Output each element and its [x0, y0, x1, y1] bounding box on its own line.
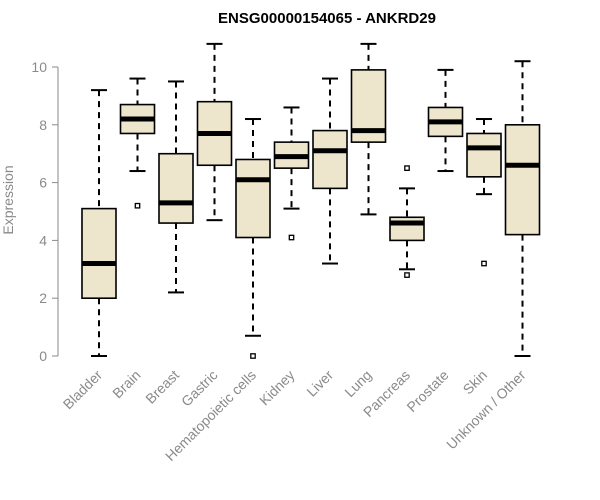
x-category-label: Skin	[460, 367, 491, 398]
box-hematopoietic-cells	[235, 118, 271, 359]
chart-title: ENSG00000154065 - ANKRD29	[218, 10, 436, 27]
x-category-label: Lung	[341, 367, 374, 400]
y-tick-label-2: 2	[39, 290, 47, 306]
box-pancreas	[389, 165, 425, 278]
box-iqr	[466, 132, 502, 178]
outlier-point	[481, 260, 487, 267]
box-iqr	[312, 129, 348, 190]
x-category-label: Liver	[303, 367, 336, 400]
x-category-label: Brain	[109, 367, 143, 401]
box-iqr	[235, 158, 271, 239]
box-brain	[119, 77, 156, 209]
outlier-point	[250, 353, 256, 359]
box-prostate	[427, 68, 464, 173]
box-kidney	[273, 106, 310, 241]
outlier-point	[404, 272, 410, 278]
x-category-label: Breast	[142, 367, 182, 407]
x-category-label: Bladder	[60, 367, 106, 413]
y-axis-label: Expression	[0, 165, 16, 234]
outlier-point	[134, 202, 141, 209]
y-tick-label-8: 8	[39, 117, 47, 133]
box-breast	[158, 80, 194, 294]
box-skin	[466, 118, 502, 267]
box-iqr	[81, 207, 117, 299]
x-category-label: Kidney	[256, 367, 298, 409]
y-axis: 0 2 4 6 8 10	[31, 59, 59, 364]
outlier-point	[288, 234, 295, 241]
box-lung	[350, 42, 387, 216]
outlier-point	[404, 165, 410, 171]
box-bladder	[81, 89, 117, 357]
y-tick-label-0: 0	[39, 348, 47, 364]
box-gastric	[196, 42, 233, 222]
boxes-group	[81, 42, 541, 359]
x-category-label: Prostate	[403, 367, 451, 415]
box-unknown-other	[504, 60, 541, 357]
box-liver	[312, 77, 348, 265]
box-iqr	[158, 152, 194, 224]
y-tick-label-4: 4	[39, 232, 47, 248]
y-tick-label-6: 6	[39, 175, 47, 191]
y-tick-label-10: 10	[31, 59, 47, 75]
box-iqr	[504, 124, 541, 236]
